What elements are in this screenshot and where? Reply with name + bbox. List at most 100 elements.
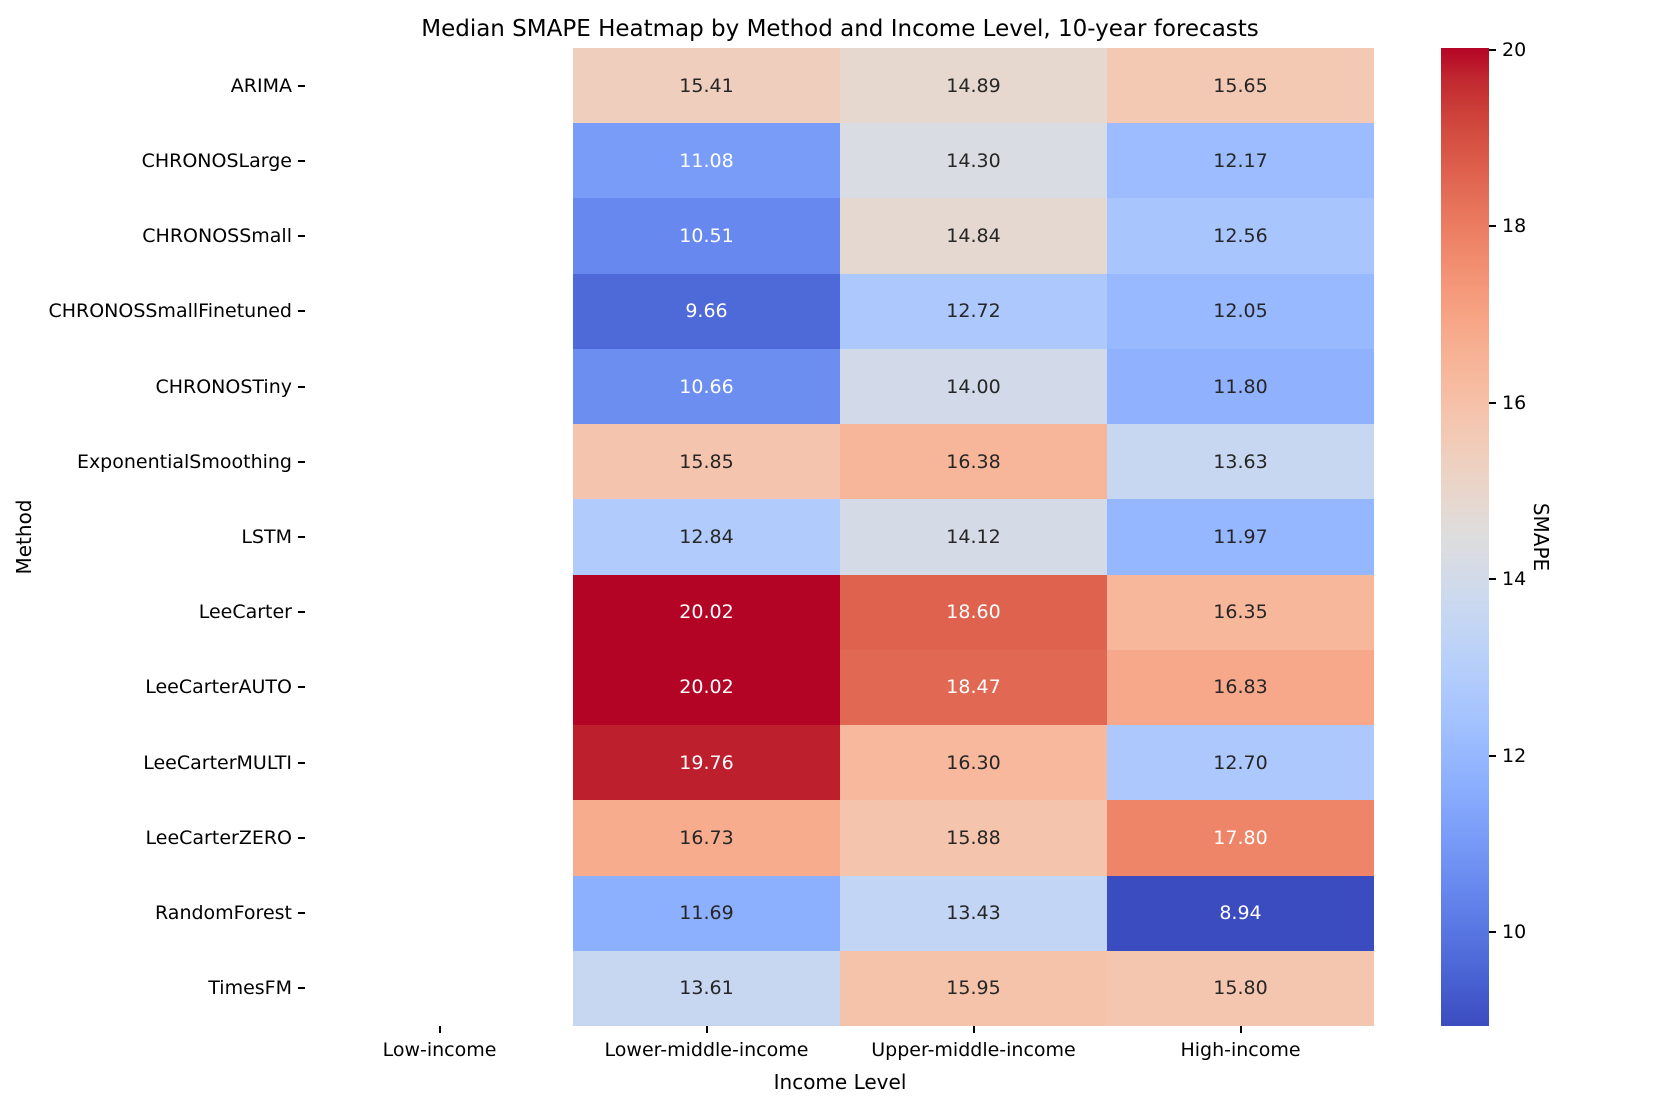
heatmap-cell-empty [306,123,573,198]
cell-value: 14.12 [946,525,1001,548]
heatmap-cell-empty [306,48,573,123]
heatmap-cell-empty [306,725,573,800]
cell-value: 12.05 [1213,300,1268,323]
cell-value: 11.08 [679,149,734,172]
cell-value: 20.02 [679,601,734,624]
heatmap-cell-empty [306,499,573,574]
colorbar-tick-mark [1489,48,1496,51]
colorbar-tick-label-10: 10 [1502,921,1527,944]
cell-value: 12.84 [679,525,734,548]
x-tick-label-Lower-middle-income: Lower-middle-income [604,1039,809,1061]
y-tick-label-LeeCarter: LeeCarter [198,601,292,624]
colorbar-tick-label-12: 12 [1502,744,1527,767]
x-tick-mark [705,1026,708,1033]
x-tick-mark [1239,1026,1242,1033]
y-tick-label-ARIMA: ARIMA [230,74,292,97]
y-tick-mark [298,310,305,313]
heatmap-cell: 14.00 [840,348,1107,425]
heatmap-cell: 11.80 [1107,348,1374,425]
heatmap-cell: 15.95 [840,950,1107,1026]
x-tick-mark [438,1026,441,1033]
cell-value: 14.30 [946,149,1001,172]
cell-value: 15.41 [679,74,734,97]
y-tick-label-LeeCarterAUTO: LeeCarterAUTO [145,676,292,699]
colorbar-tick-label-20: 20 [1502,38,1527,61]
heatmap-cell: 15.85 [573,424,840,500]
heatmap-cell: 15.65 [1107,48,1374,124]
heatmap-cell: 16.38 [840,424,1107,500]
heatmap-cell: 14.84 [840,198,1107,274]
heatmap-cell-empty [306,424,573,499]
heatmap-cell-empty [306,274,573,349]
cell-value: 17.80 [1213,826,1268,849]
cell-value: 15.85 [679,450,734,473]
heatmap-cell: 12.56 [1107,198,1374,274]
cell-value: 18.47 [946,676,1001,699]
y-tick-label-TimesFM: TimesFM [208,977,292,1000]
x-tick-label-Low-income: Low-income [382,1039,497,1061]
colorbar-tick-mark [1489,401,1496,404]
cell-value: 11.80 [1213,375,1268,398]
cell-value: 16.73 [679,826,734,849]
cell-value: 20.02 [679,676,734,699]
cell-value: 15.95 [946,977,1001,1000]
cell-value: 12.70 [1213,751,1268,774]
heatmap-cell: 14.12 [840,499,1107,575]
heatmap-cell: 17.80 [1107,800,1374,876]
cell-value: 9.66 [685,300,728,323]
y-tick-mark [298,761,305,764]
cell-value: 12.72 [946,300,1001,323]
heatmap-grid: 15.41 14.89 15.65 11.08 14.30 12.17 10.51 14.84… [306,48,1374,1026]
cell-value: 14.00 [946,375,1001,398]
heatmap-cell: 19.76 [573,725,840,801]
y-tick-mark [298,686,305,689]
cell-value: 14.89 [946,74,1001,97]
x-tick-label-High-income: High-income [1180,1039,1301,1061]
y-tick-mark [298,611,305,614]
heatmap-cell: 13.43 [840,875,1107,951]
colorbar-tick-label-16: 16 [1502,391,1527,414]
heatmap-cell: 15.41 [573,48,840,124]
y-tick-mark [298,385,305,388]
heatmap-cell-empty [306,951,573,1026]
heatmap-cell-empty [306,349,573,424]
cell-value: 15.80 [1213,977,1268,1000]
y-tick-label-CHRONOSSmallFinetuned: CHRONOSSmallFinetuned [48,300,292,323]
heatmap-cell: 11.69 [573,875,840,951]
cell-value: 11.97 [1213,525,1268,548]
cell-value: 19.76 [679,751,734,774]
cell-value: 13.61 [679,977,734,1000]
heatmap-cell: 11.08 [573,123,840,199]
y-tick-mark [298,912,305,915]
cell-value: 12.56 [1213,225,1268,248]
heatmap-cell: 12.05 [1107,273,1374,349]
y-tick-label-ExponentialSmoothing: ExponentialSmoothing [76,450,292,473]
heatmap-cell-empty [306,876,573,951]
heatmap-cell: 12.72 [840,273,1107,349]
heatmap-cell: 12.84 [573,499,840,575]
colorbar-tick-label-14: 14 [1502,568,1527,591]
heatmap-cell: 15.80 [1107,950,1374,1026]
cell-value: 11.69 [679,902,734,925]
cell-value: 14.84 [946,225,1001,248]
y-tick-label-LSTM: LSTM [241,526,292,548]
heatmap-cell-empty [306,575,573,650]
y-tick-label-RandomForest: RandomForest [155,902,292,925]
cell-value: 10.66 [679,375,734,398]
heatmap-cell: 10.66 [573,348,840,425]
heatmap-cell: 14.30 [840,123,1107,199]
cell-value: 8.94 [1219,902,1262,925]
y-tick-mark [298,536,305,538]
cell-value: 12.17 [1213,149,1268,172]
x-tick-mark [972,1026,975,1033]
heatmap-cell: 9.66 [573,273,840,349]
cell-value: 13.63 [1213,450,1268,473]
y-tick-mark [298,235,305,238]
heatmap-cell-empty [306,650,573,725]
heatmap-cell: 18.47 [840,649,1107,726]
colorbar-tick-label-18: 18 [1502,215,1527,238]
heatmap-cell: 12.70 [1107,725,1374,801]
heatmap-cell: 16.35 [1107,574,1374,650]
chart-title: Median SMAPE Heatmap by Method and Incom… [421,16,1259,42]
